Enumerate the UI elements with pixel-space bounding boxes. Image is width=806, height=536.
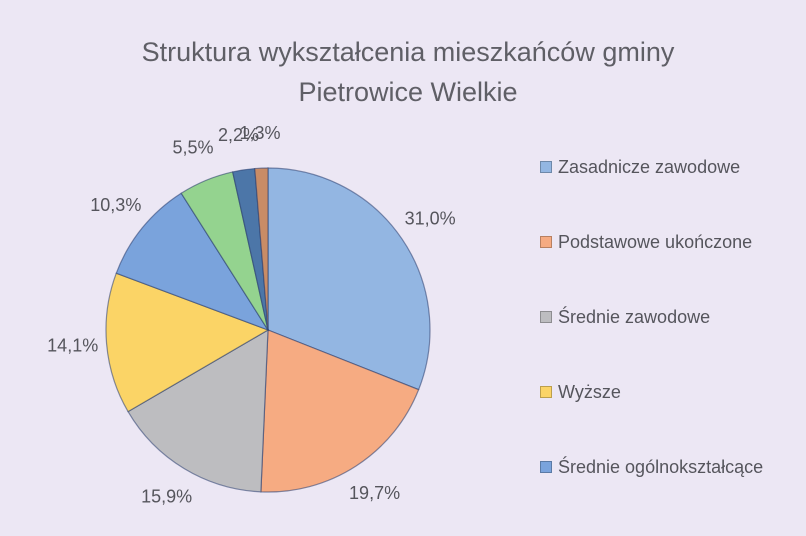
- legend-item: Średnie ogólnokształcące: [540, 454, 780, 480]
- legend-swatch: [540, 311, 552, 323]
- data-label: 15,9%: [141, 487, 192, 507]
- legend-label: Zasadnicze zawodowe: [558, 157, 741, 177]
- legend-swatch: [540, 386, 552, 398]
- legend-swatch: [540, 461, 552, 473]
- data-label: 31,0%: [405, 209, 456, 229]
- legend-item: Średnie zawodowe: [540, 304, 780, 330]
- legend-item: Zasadnicze zawodowe: [540, 154, 780, 180]
- legend-item: Podstawowe ukończone: [540, 229, 780, 255]
- data-label: 5,5%: [172, 138, 213, 158]
- legend-swatch: [540, 161, 552, 173]
- legend-swatch: [540, 236, 552, 248]
- pie-slice: [267, 167, 431, 391]
- data-label: 1,3%: [239, 123, 280, 143]
- legend-label: Podstawowe ukończone: [558, 232, 753, 252]
- legend-item: Wyższe: [540, 379, 780, 405]
- legend-label: Średnie zawodowe: [558, 307, 711, 327]
- data-label: 14,1%: [47, 335, 98, 355]
- data-label: 2,2%: [218, 125, 259, 145]
- legend-label: Średnie ogólnokształcące: [558, 457, 764, 477]
- chart-title: Struktura wykształcenia mieszkańców gmin…: [141, 37, 675, 107]
- pie-slice: [127, 328, 269, 493]
- legend-label: Wyższe: [558, 382, 621, 402]
- pie-slice: [260, 329, 420, 493]
- pie-slice: [105, 272, 270, 413]
- data-label: 10,3%: [90, 195, 141, 215]
- pie-slice: [254, 167, 269, 331]
- data-label: 19,7%: [349, 483, 400, 503]
- pie-slice: [115, 192, 270, 332]
